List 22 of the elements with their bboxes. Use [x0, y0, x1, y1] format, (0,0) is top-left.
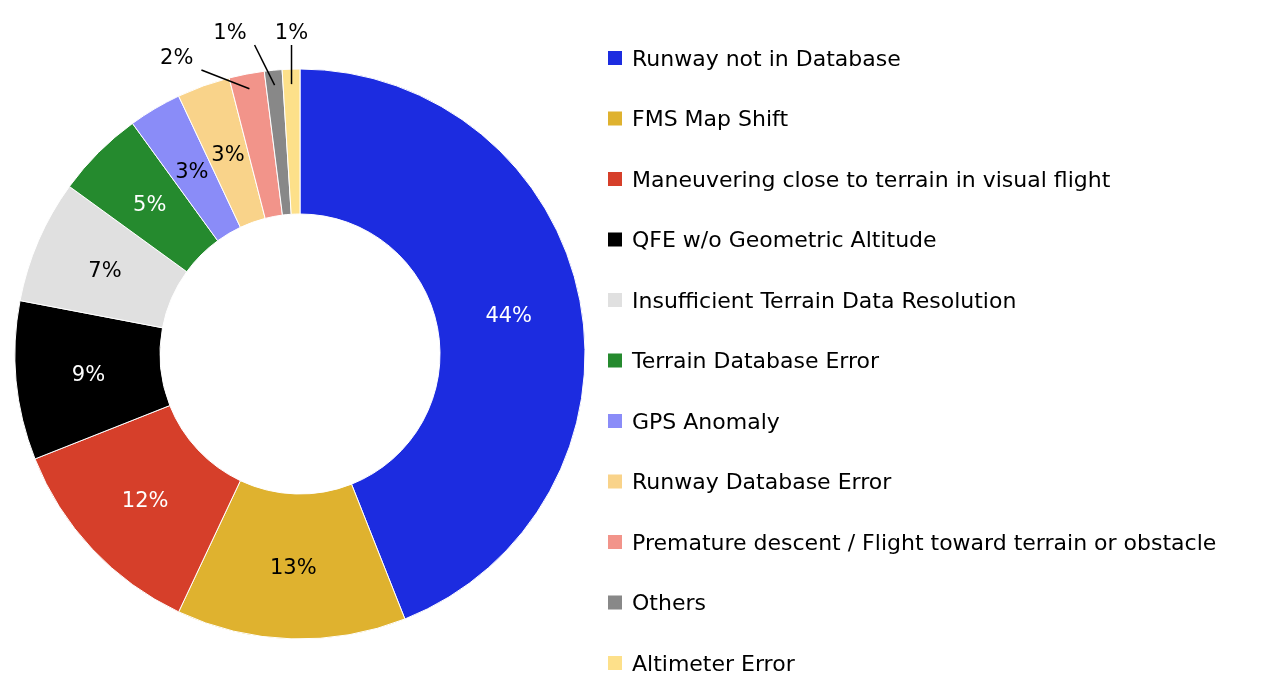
data-label: 5%	[133, 192, 167, 217]
legend-label: Others	[632, 590, 706, 616]
data-label: 12%	[121, 487, 169, 512]
data-label: 1%	[274, 20, 309, 44]
data-label: 13%	[269, 554, 317, 579]
legend-label: FMS Map Shift	[632, 106, 789, 132]
legend-label: GPS Anomaly	[632, 408, 780, 434]
legend-label: Runway Database Error	[632, 469, 893, 495]
legend-label: Terrain Database Error	[631, 348, 881, 374]
legend-label: Runway not in Database	[632, 45, 901, 71]
legend-label: QFE w/o Geometric Altitude	[632, 227, 937, 253]
data-label: 44%	[485, 302, 533, 327]
data-label: 3%	[211, 142, 245, 167]
data-label: 7%	[88, 257, 122, 282]
legend-label: Premature descent / Flight toward terrain or obstacle	[632, 529, 1217, 555]
data-label: 9%	[71, 362, 106, 387]
data-label: 1%	[213, 20, 247, 44]
legend-label: Altimeter Error	[632, 650, 796, 676]
legend-label: Insufficient Terrain Data Resolution	[632, 287, 1017, 313]
data-label: 3%	[175, 159, 209, 184]
data-label: 2%	[160, 45, 194, 69]
legend-label: Maneuvering close to terrain in visual flight	[632, 166, 1111, 192]
